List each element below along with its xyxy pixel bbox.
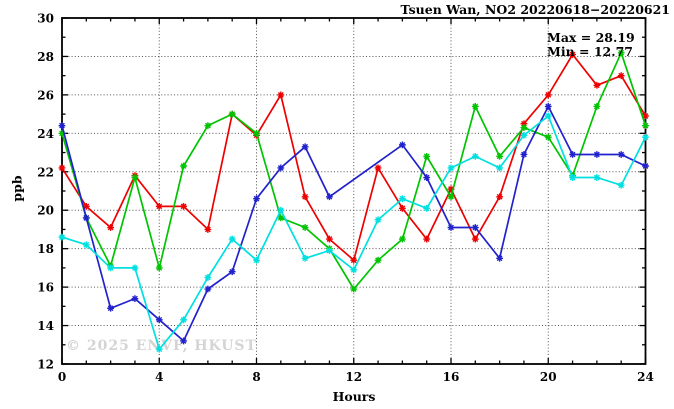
green-line: [61, 50, 647, 291]
x-tick-label: 24: [637, 370, 654, 384]
x-axis-label: Hours: [332, 389, 376, 404]
y-axis-label: ppb: [9, 175, 25, 202]
y-tick-label: 16: [37, 281, 54, 295]
blue-line-markers: [58, 103, 649, 345]
y-tick-label: 24: [37, 127, 54, 141]
y-tick-label: 14: [37, 319, 54, 333]
x-tick-label: 8: [252, 370, 260, 384]
x-tick-label: 4: [155, 370, 163, 384]
y-tick-label: 22: [37, 165, 54, 179]
x-tick-label: 0: [58, 370, 66, 384]
y-tick-label: 28: [37, 50, 54, 64]
maxmin-annotation: Max = 28.19 Min = 12.77: [547, 31, 635, 59]
plot-frame: [61, 17, 647, 365]
x-tick-label: 12: [345, 370, 362, 384]
max-value-label: Max = 28.19: [547, 30, 635, 45]
y-tick-label: 26: [37, 88, 54, 102]
cyan-line-markers: [58, 112, 649, 353]
x-tick-label: 16: [443, 370, 460, 384]
min-value-label: Min = 12.77: [547, 44, 633, 59]
chart-title: Tsuen Wan, NO2 20220618−20220621: [400, 2, 670, 17]
y-tick-label: 18: [37, 242, 54, 256]
y-tick-label: 30: [37, 12, 54, 26]
y-tick-label: 20: [37, 204, 54, 218]
x-tick-label: 20: [540, 370, 557, 384]
y-tick-label: 12: [37, 358, 54, 372]
